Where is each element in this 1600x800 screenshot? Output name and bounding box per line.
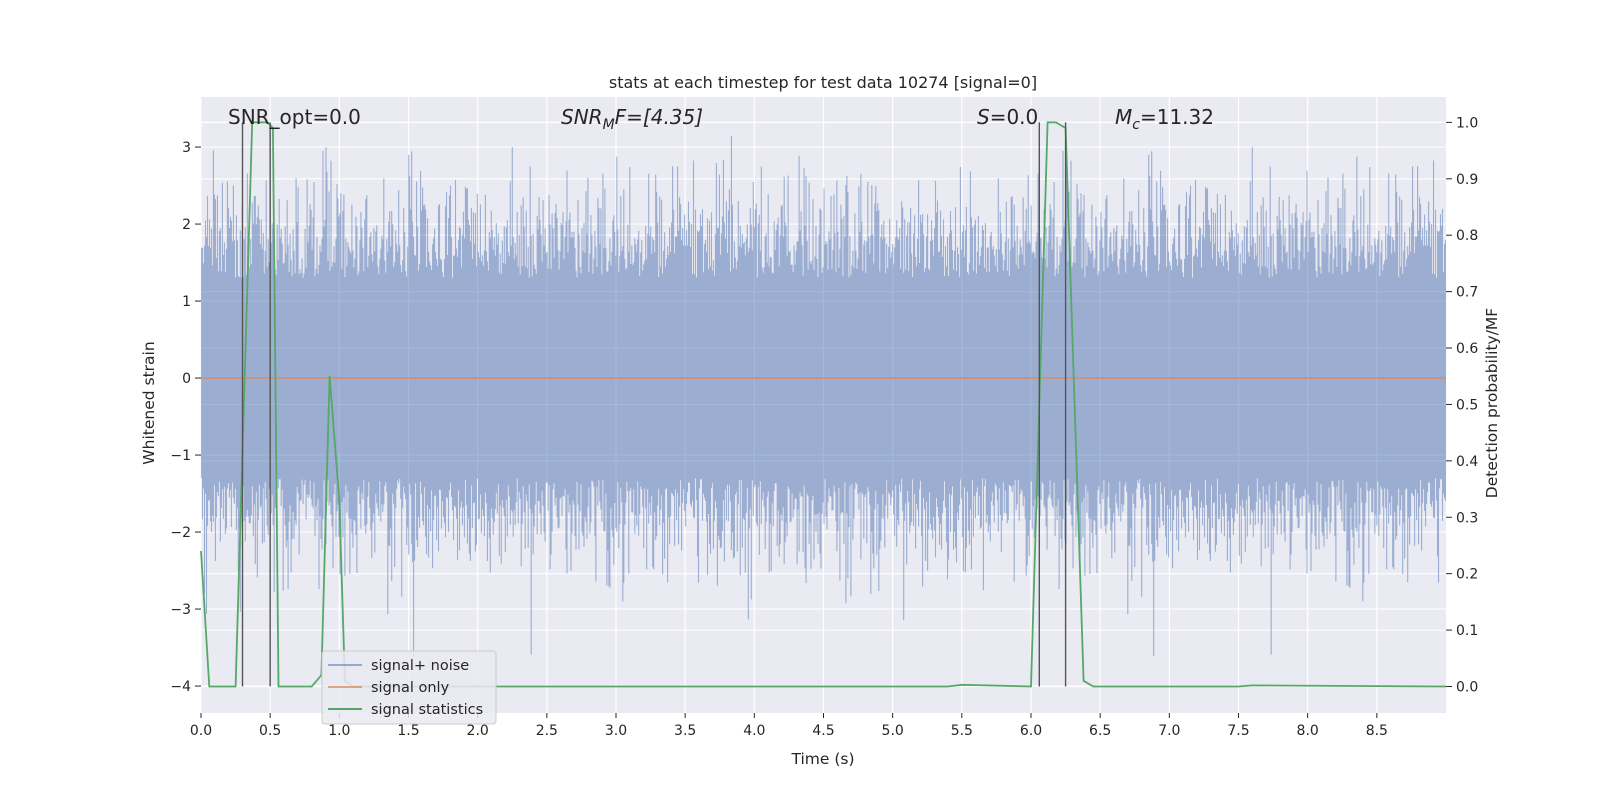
- y-right-tick-label: 0.9: [1456, 172, 1478, 188]
- x-tick-label: 6.0: [1020, 723, 1042, 739]
- y-axis-label: Whitened strain: [140, 341, 158, 464]
- y-right-tick-label: 0.8: [1456, 228, 1478, 244]
- y-right-tick-label: 0.5: [1456, 397, 1478, 413]
- x-axis-label: Time (s): [790, 750, 854, 768]
- y-tick-label: 3: [182, 140, 191, 156]
- x-tick-label: 0.0: [190, 723, 212, 739]
- vertical-markers: [241, 122, 1067, 687]
- x-tick-label: 5.5: [951, 723, 973, 739]
- x-tick-label: 1.5: [397, 723, 419, 739]
- x-tick-label: 4.5: [812, 723, 834, 739]
- y-tick-label: 2: [182, 217, 191, 233]
- y-right-tick-label: 0.1: [1456, 623, 1478, 639]
- y-right-tick-label: 0.6: [1456, 341, 1478, 357]
- chart-title: stats at each timestep for test data 102…: [609, 73, 1037, 92]
- x-tick-label: 7.5: [1227, 723, 1249, 739]
- y-tick-label: −2: [170, 525, 191, 541]
- y-tick-label: 1: [182, 294, 191, 310]
- y-right-tick-label: 0.2: [1456, 567, 1478, 583]
- y-axis-label-right: Detection probability/MF: [1483, 308, 1501, 499]
- series-signal-noise: [200, 135, 1447, 657]
- y-right-tick-label: 0.0: [1456, 679, 1478, 695]
- y-tick-label: −3: [170, 602, 191, 618]
- annotation-s: S=0.0: [977, 105, 1038, 129]
- x-tick-label: 3.0: [605, 723, 627, 739]
- x-tick-label: 7.0: [1158, 723, 1180, 739]
- x-tick-label: 8.0: [1297, 723, 1319, 739]
- x-tick-label: 1.0: [328, 723, 350, 739]
- x-tick-label: 2.5: [536, 723, 558, 739]
- y-right-tick-label: 0.3: [1456, 510, 1478, 526]
- legend-box: [321, 650, 497, 725]
- legend-label-signal-only: signal only: [371, 680, 450, 696]
- annotation-snr-opt: SNR_opt=0.0: [228, 105, 361, 129]
- x-tick-label: 4.0: [743, 723, 765, 739]
- x-tick-label: 6.5: [1089, 723, 1111, 739]
- legend-label-signal-noise: signal+ noise: [371, 658, 469, 674]
- x-tick-label: 0.5: [259, 723, 281, 739]
- y-tick-label: −4: [170, 679, 191, 695]
- annotation-mc: Mc=11.32: [1115, 105, 1214, 133]
- x-tick-label: 8.5: [1366, 723, 1388, 739]
- y-tick-label: 0: [182, 371, 191, 387]
- axis-ticks: 0.0 0.5 1.0 1.5 2.0 2.5 3.0 3.5 4.0 4.5 5.0 5.5 6.0 6…: [170, 115, 1478, 739]
- y-tick-label: −1: [170, 448, 191, 464]
- x-tick-label: 5.0: [882, 723, 904, 739]
- noise-trace: [200, 135, 1447, 657]
- x-tick-label: 2.0: [467, 723, 489, 739]
- annotation-snr-mf: SNRMF=[4.35]: [561, 105, 703, 133]
- y-right-tick-label: 0.4: [1456, 454, 1478, 470]
- legend-label-signal-statistics: signal statistics: [371, 702, 483, 718]
- x-tick-label: 3.5: [674, 723, 696, 739]
- y-right-tick-label: 1.0: [1456, 115, 1478, 131]
- legend: signal+ noise signal only signal statist…: [321, 650, 497, 725]
- y-right-tick-label: 0.7: [1456, 285, 1478, 301]
